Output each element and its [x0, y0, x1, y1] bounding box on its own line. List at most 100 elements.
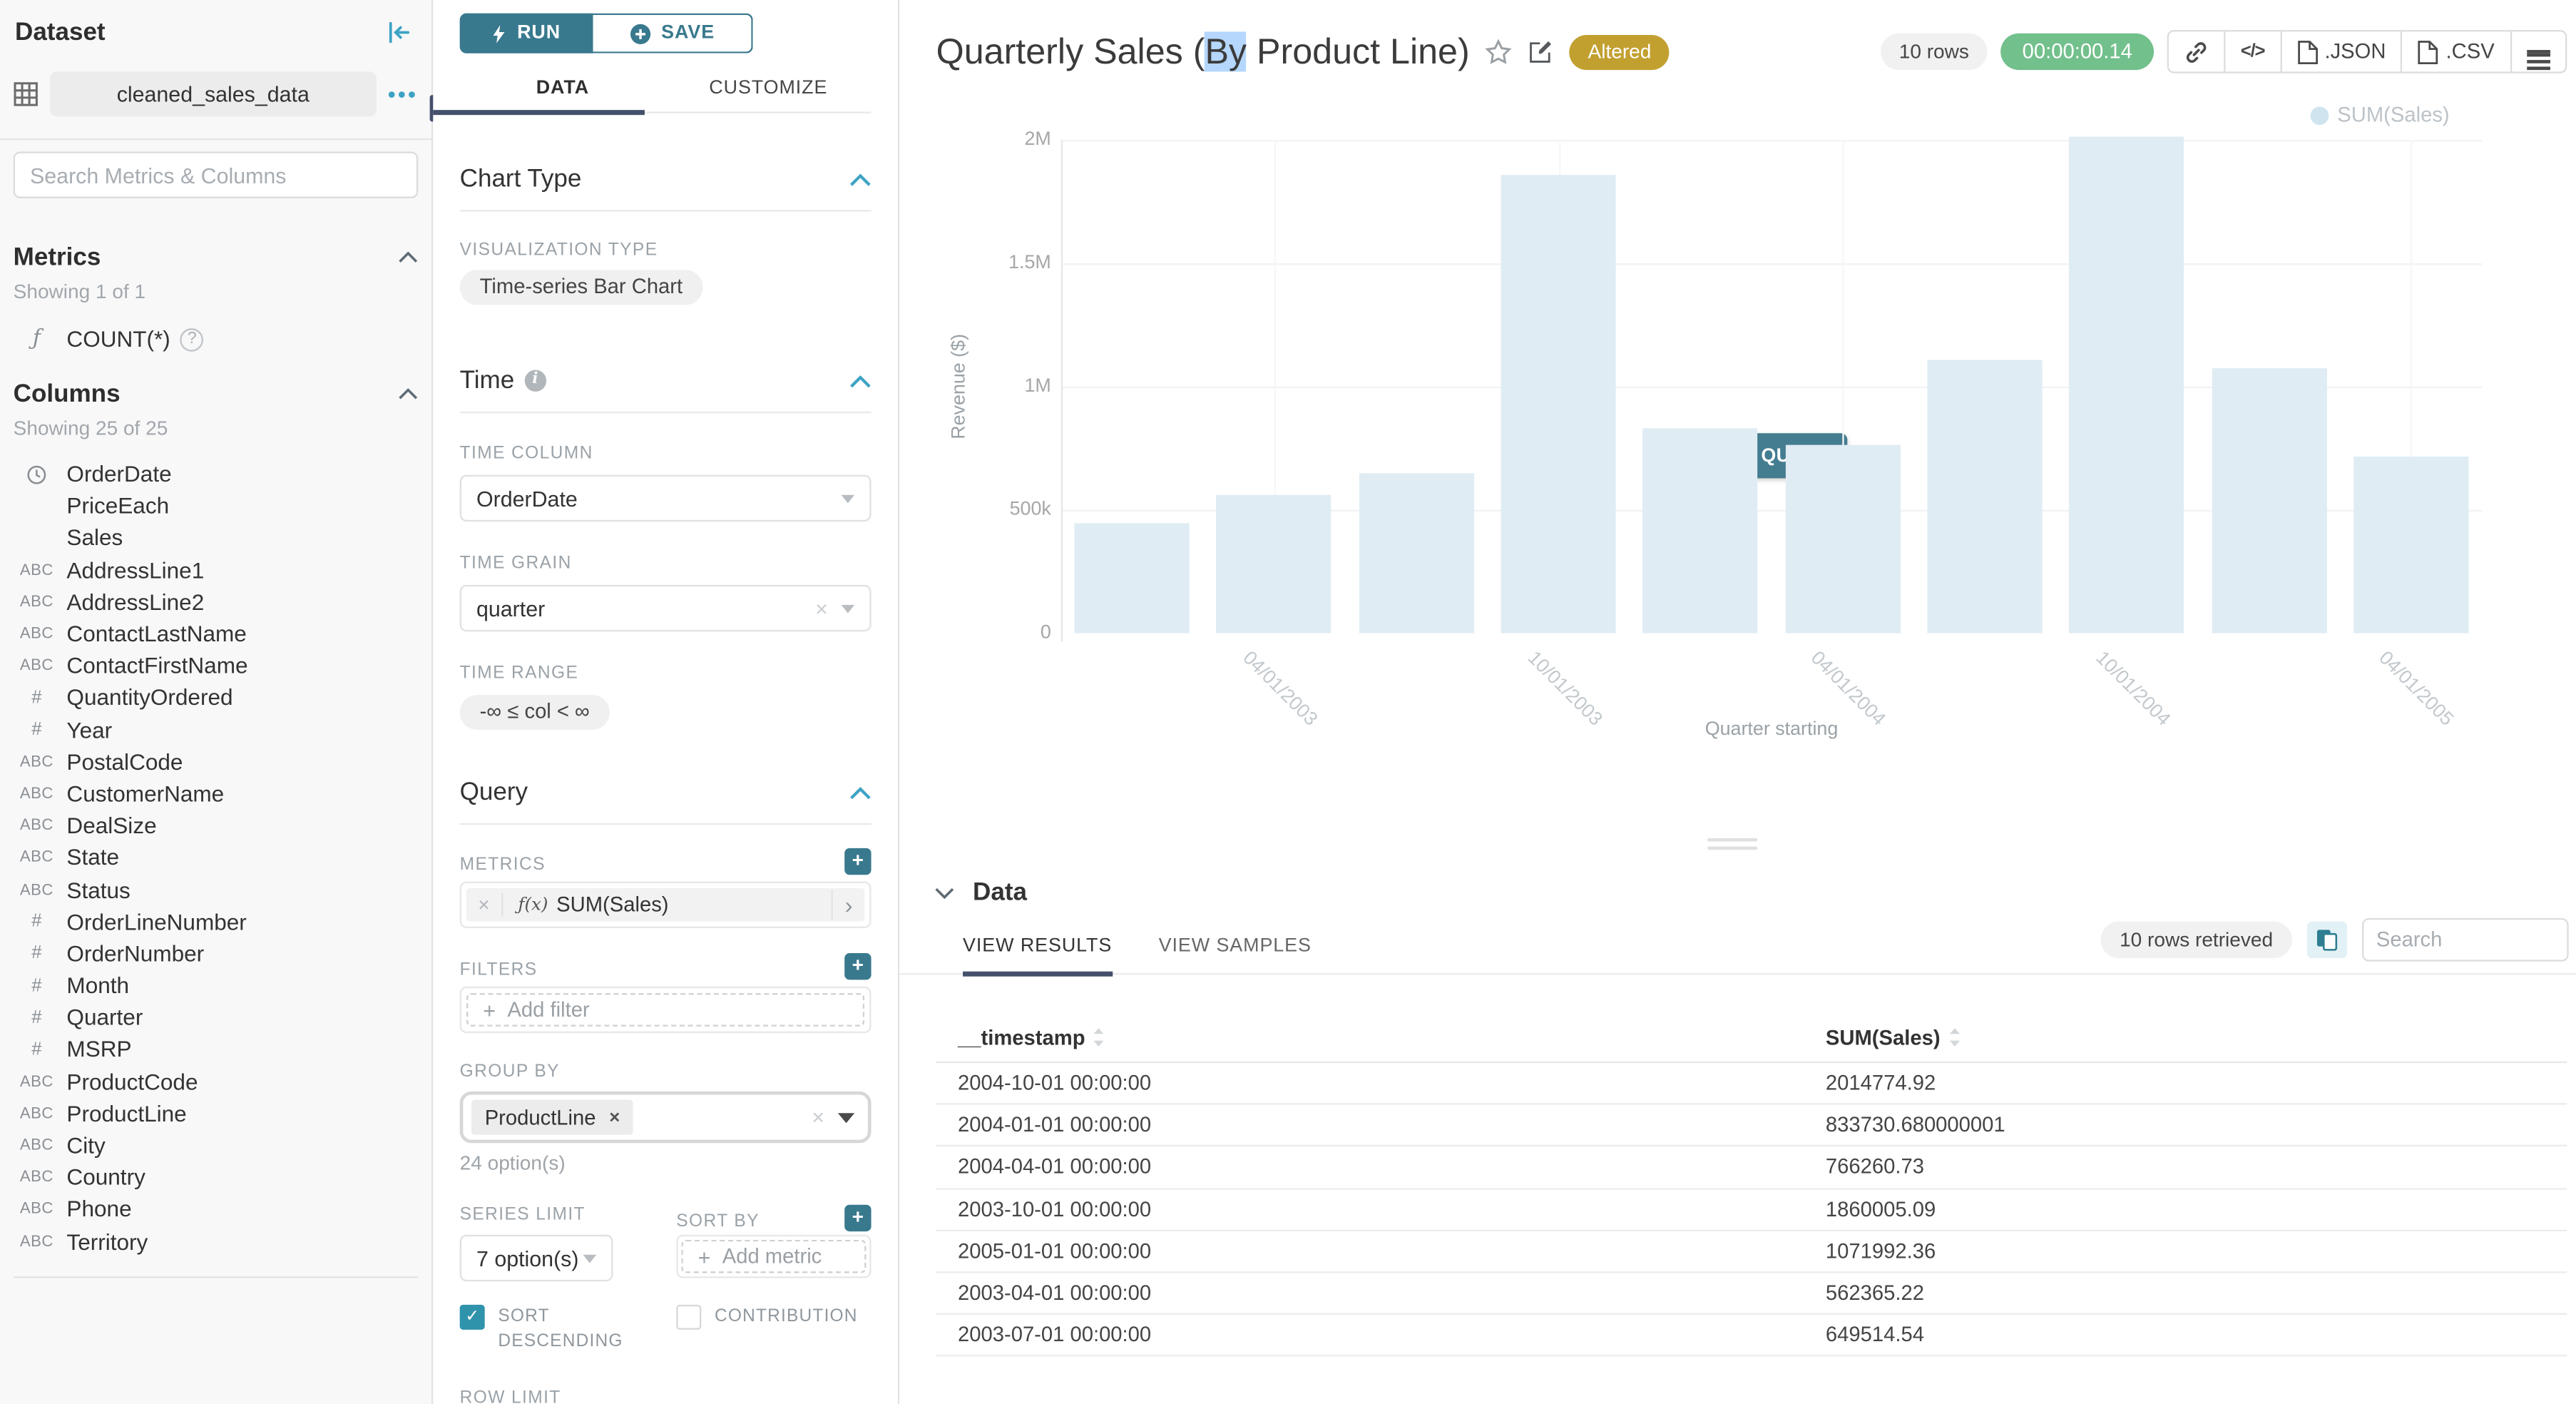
- remove-icon[interactable]: ×: [466, 892, 504, 917]
- clear-icon[interactable]: ×: [812, 1104, 825, 1130]
- sort-descending-checkbox[interactable]: ✓: [459, 1304, 485, 1330]
- chevron-up-icon[interactable]: [849, 374, 871, 387]
- add-metric-button[interactable]: +: [844, 848, 872, 875]
- column-item[interactable]: PriceEach: [14, 490, 419, 522]
- column-item[interactable]: Sales: [14, 522, 419, 554]
- column-item[interactable]: # MSRP: [14, 1034, 419, 1066]
- bar[interactable]: [1074, 523, 1190, 634]
- column-item-label: State: [66, 845, 120, 871]
- results-search-input[interactable]: [2361, 917, 2568, 962]
- chevron-up-icon[interactable]: [398, 388, 418, 400]
- table-row[interactable]: 2003-04-01 00:00:00 562365.22: [936, 1273, 2567, 1316]
- add-filter-dropzone[interactable]: + Add filter: [466, 993, 865, 1027]
- chart-title[interactable]: Quarterly Sales (By Product Line): [936, 31, 1470, 71]
- metric-item[interactable]: ƒ COUNT(*) ?: [14, 327, 419, 352]
- run-button[interactable]: RUN: [459, 13, 593, 54]
- chevron-up-icon[interactable]: [849, 785, 871, 799]
- column-item-label: Phone: [66, 1196, 132, 1223]
- table-row[interactable]: 2003-07-01 00:00:00 649514.54: [936, 1315, 2567, 1357]
- column-item[interactable]: ABC City: [14, 1129, 419, 1161]
- add-sort-metric-dropzone[interactable]: + Add metric: [681, 1239, 867, 1273]
- groupby-chip[interactable]: ProductLine ×: [471, 1099, 633, 1135]
- column-item[interactable]: ABC ProductLine: [14, 1098, 419, 1130]
- help-icon[interactable]: ?: [180, 327, 204, 351]
- column-item[interactable]: ABC Phone: [14, 1194, 419, 1226]
- save-button[interactable]: SAVE: [593, 13, 753, 54]
- column-item[interactable]: ABC AddressLine2: [14, 586, 419, 619]
- column-item[interactable]: ABC CustomerName: [14, 778, 419, 810]
- column-item-label: Sales: [66, 525, 123, 551]
- column-item[interactable]: # OrderNumber: [14, 938, 419, 970]
- time-grain-select[interactable]: quarter ×: [459, 584, 872, 632]
- column-item[interactable]: # OrderLineNumber: [14, 906, 419, 938]
- column-item[interactable]: ABC DealSize: [14, 810, 419, 842]
- column-item[interactable]: # QuantityOrdered: [14, 682, 419, 714]
- column-item[interactable]: # Year: [14, 714, 419, 746]
- chevron-right-icon[interactable]: ›: [831, 890, 865, 920]
- add-sort-metric-button[interactable]: +: [844, 1204, 872, 1232]
- column-item[interactable]: # Quarter: [14, 1002, 419, 1034]
- bar[interactable]: [2353, 455, 2469, 634]
- chevron-down-icon[interactable]: [934, 885, 954, 899]
- groupby-select[interactable]: ProductLine × ×: [459, 1091, 872, 1144]
- time-column-select[interactable]: OrderDate: [459, 474, 872, 522]
- tab-view-samples[interactable]: VIEW SAMPLES: [1158, 936, 1312, 957]
- tab-customize[interactable]: CUSTOMIZE: [709, 78, 828, 98]
- search-metrics-columns-input[interactable]: [13, 151, 419, 198]
- table-row[interactable]: 2005-01-01 00:00:00 1071992.36: [936, 1231, 2567, 1273]
- export-csv-button[interactable]: .CSV: [2403, 31, 2512, 72]
- column-item[interactable]: ABC ProductCode: [14, 1066, 419, 1098]
- series-limit-select[interactable]: 7 option(s): [459, 1234, 613, 1282]
- bar[interactable]: [2211, 368, 2326, 634]
- edit-pencil-icon[interactable]: [1528, 39, 1554, 65]
- column-item[interactable]: # Month: [14, 970, 419, 1002]
- dataset-name[interactable]: cleaned_sales_data: [50, 71, 377, 117]
- chevron-up-icon[interactable]: [849, 173, 871, 186]
- bar[interactable]: [1785, 444, 1901, 634]
- metric-chip[interactable]: × ƒ(x) SUM(Sales) ›: [466, 887, 865, 922]
- table-row[interactable]: 2004-04-01 00:00:00 766260.73: [936, 1147, 2567, 1189]
- favorite-star-icon[interactable]: [1485, 38, 1513, 66]
- time-range-value[interactable]: -∞ ≤ col < ∞: [459, 694, 610, 731]
- column-item[interactable]: ABC AddressLine1: [14, 554, 419, 586]
- column-item[interactable]: ABC Country: [14, 1161, 419, 1194]
- more-menu-icon[interactable]: [2511, 31, 2565, 71]
- chevron-up-icon[interactable]: [398, 251, 418, 263]
- table-row[interactable]: 2004-10-01 00:00:00 2014774.92: [936, 1063, 2567, 1106]
- share-link-button[interactable]: [2169, 31, 2226, 72]
- panel-resize-handle[interactable]: [429, 95, 435, 122]
- bar[interactable]: [2069, 136, 2184, 634]
- time-range-label: TIME RANGE: [459, 663, 579, 683]
- chart-legend[interactable]: SUM(Sales): [2310, 103, 2450, 127]
- copy-button[interactable]: [2306, 921, 2346, 959]
- column-item[interactable]: ABC Status: [14, 874, 419, 906]
- add-filter-button[interactable]: +: [844, 953, 872, 980]
- bar[interactable]: [1217, 494, 1332, 634]
- column-item[interactable]: ABC Territory: [14, 1226, 419, 1258]
- column-header-timestamp[interactable]: __timestamp: [958, 1026, 1105, 1049]
- column-item[interactable]: ABC State: [14, 842, 419, 874]
- column-item[interactable]: ABC ContactLastName: [14, 618, 419, 650]
- bar[interactable]: [1927, 360, 2043, 634]
- column-item[interactable]: ABC ContactFirstName: [14, 650, 419, 682]
- tab-view-results[interactable]: VIEW RESULTS: [963, 928, 1112, 977]
- bar[interactable]: [1501, 174, 1616, 634]
- contribution-checkbox[interactable]: [676, 1304, 702, 1330]
- column-header-sum-sales[interactable]: SUM(Sales): [1826, 1026, 1961, 1049]
- column-item[interactable]: ABC PostalCode: [14, 746, 419, 778]
- altered-badge[interactable]: Altered: [1569, 34, 1670, 69]
- export-json-button[interactable]: .JSON: [2281, 31, 2403, 72]
- viz-type-value[interactable]: Time-series Bar Chart: [459, 270, 703, 305]
- embed-code-button[interactable]: </>: [2226, 31, 2281, 72]
- collapse-panel-icon[interactable]: [387, 20, 412, 45]
- bar[interactable]: [1642, 427, 1758, 634]
- table-row[interactable]: 2004-01-01 00:00:00 833730.680000001: [936, 1105, 2567, 1147]
- panel-drag-handle[interactable]: [1707, 838, 1758, 853]
- dataset-options-icon[interactable]: •••: [387, 81, 419, 107]
- table-row[interactable]: 2003-10-01 00:00:00 1860005.09: [936, 1189, 2567, 1231]
- tab-data[interactable]: DATA: [536, 78, 590, 98]
- bar[interactable]: [1359, 473, 1474, 634]
- column-item[interactable]: OrderDate: [14, 458, 419, 490]
- remove-icon[interactable]: ×: [609, 1107, 620, 1128]
- clear-icon[interactable]: ×: [815, 596, 828, 621]
